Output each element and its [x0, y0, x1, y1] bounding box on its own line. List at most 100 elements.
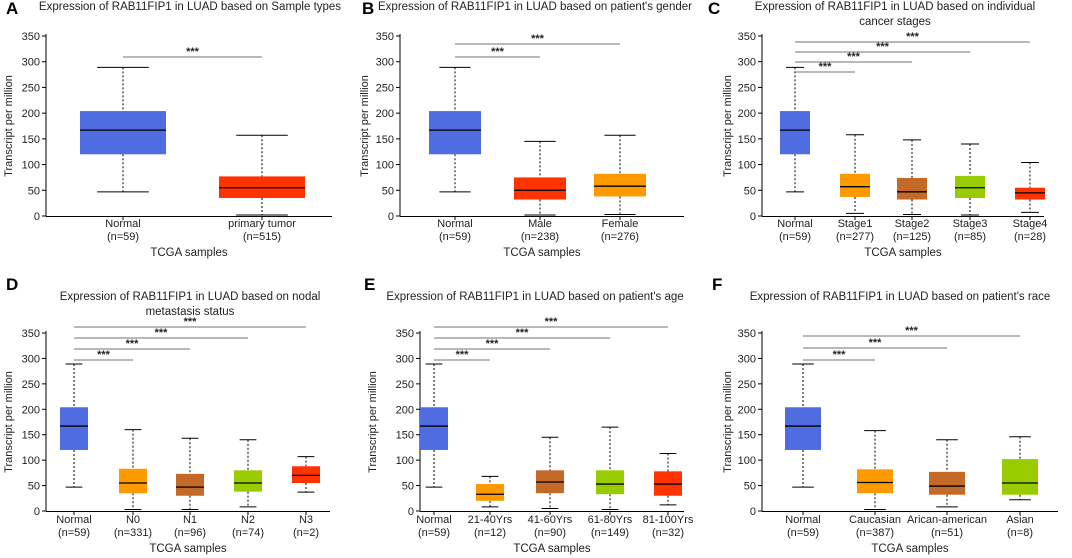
- panel-letter: A: [6, 0, 18, 18]
- y-tick-label: 200: [738, 404, 756, 416]
- category-label: Normal: [777, 218, 812, 230]
- box-2: Female(n=276): [594, 134, 646, 243]
- category-label: Normal: [437, 218, 472, 230]
- chart-title: metastasis status: [146, 306, 235, 318]
- y-tick-label: 250: [738, 379, 756, 391]
- y-tick-label: 250: [22, 82, 40, 94]
- significance-label: ***: [545, 316, 559, 328]
- y-tick-label: 200: [22, 404, 40, 416]
- significance-label: ***: [819, 61, 833, 73]
- y-tick-label: 100: [396, 455, 414, 467]
- y-tick-label: 250: [738, 82, 756, 94]
- y-tick-label: 50: [28, 185, 40, 197]
- sample-size-label: (n=74): [232, 527, 264, 539]
- category-label: Caucasian: [849, 514, 901, 526]
- x-axis-label: TCGA samples: [871, 543, 949, 555]
- x-axis-label: TCGA samples: [149, 543, 227, 555]
- y-tick-label: 250: [22, 379, 40, 391]
- sample-size-label: (n=28): [1014, 231, 1046, 243]
- box-1: 21-40Yrs(n=12): [468, 475, 513, 539]
- x-axis-label: TCGA samples: [513, 543, 591, 555]
- y-tick-label: 100: [22, 160, 40, 172]
- iqr-box: [1002, 459, 1038, 495]
- panel-letter: C: [708, 0, 720, 18]
- iqr-box: [1015, 187, 1045, 200]
- chart-title: Expression of RAB11FIP1 in LUAD based on…: [386, 291, 683, 303]
- x-axis-label: TCGA samples: [864, 247, 942, 259]
- y-tick-label: 200: [376, 108, 394, 120]
- box-3: Stage3(n=85): [953, 143, 988, 243]
- y-tick-label: 350: [22, 328, 40, 340]
- category-label: 21-40Yrs: [468, 514, 513, 526]
- y-axis-label: Transcript per million: [367, 371, 379, 473]
- significance-label: ***: [491, 46, 505, 58]
- category-label: Stage1: [838, 218, 873, 230]
- category-label: Normal: [105, 218, 140, 230]
- x-axis-label: TCGA samples: [503, 247, 581, 259]
- panel-c: C Expression of RAB11FIP1 in LUAD based o…: [708, 0, 1047, 259]
- y-tick-label: 250: [396, 379, 414, 391]
- box-2: Stage2(n=125): [893, 139, 931, 243]
- y-tick-label: 0: [750, 506, 756, 518]
- sample-size-label: (n=515): [243, 231, 281, 243]
- sample-size-label: (n=59): [58, 527, 90, 539]
- y-tick-label: 300: [738, 57, 756, 69]
- category-label: N1: [183, 514, 197, 526]
- iqr-box: [929, 471, 965, 495]
- iqr-box: [119, 468, 147, 494]
- y-axis-label: Transcript per million: [359, 75, 371, 177]
- iqr-box: [292, 466, 320, 484]
- y-tick-label: 50: [744, 185, 756, 197]
- sample-size-label: (n=238): [521, 231, 559, 243]
- y-tick-label: 350: [376, 31, 394, 43]
- significance-label: ***: [516, 327, 530, 339]
- iqr-box: [60, 407, 88, 450]
- y-tick-label: 50: [28, 481, 40, 493]
- iqr-box: [80, 111, 166, 155]
- box-0: Normal(n=59): [777, 66, 813, 243]
- category-label: 61-80Yrs: [588, 514, 633, 526]
- panel-letter: E: [364, 275, 375, 294]
- iqr-box: [429, 111, 481, 155]
- sample-size-label: (n=96): [174, 527, 206, 539]
- sample-size-label: (n=59): [787, 527, 819, 539]
- y-tick-label: 150: [738, 134, 756, 146]
- significance-label: ***: [486, 338, 500, 350]
- category-label: Female: [602, 218, 639, 230]
- box-2: 41-60Yrs(n=90): [528, 436, 573, 539]
- y-tick-label: 300: [22, 353, 40, 365]
- category-label: Normal: [56, 514, 91, 526]
- y-tick-label: 50: [744, 481, 756, 493]
- category-label: Arican-american: [907, 514, 987, 526]
- panel-b: B Expression of RAB11FIP1 in LUAD based o…: [359, 0, 692, 259]
- y-axis-label: Transcript per million: [3, 75, 15, 177]
- box-3: Asian(n=8): [1002, 436, 1038, 539]
- category-label: Stage3: [953, 218, 988, 230]
- box-1: primary tumor(n=515): [219, 134, 305, 243]
- y-tick-label: 150: [376, 134, 394, 146]
- box-3: N2(n=74): [232, 439, 264, 539]
- y-tick-label: 0: [388, 211, 394, 223]
- y-tick-label: 0: [750, 211, 756, 223]
- y-tick-label: 50: [402, 481, 414, 493]
- iqr-box: [514, 177, 566, 200]
- box-1: Caucasian(n=387): [849, 430, 901, 539]
- significance-label: ***: [456, 349, 470, 361]
- sample-size-label: (n=2): [293, 527, 319, 539]
- iqr-box: [476, 484, 504, 501]
- box-1: Stage1(n=277): [836, 134, 874, 243]
- category-label: Normal: [785, 514, 820, 526]
- y-tick-label: 100: [22, 455, 40, 467]
- sample-size-label: (n=331): [114, 527, 152, 539]
- box-4: 81-100Yrs(n=32): [643, 453, 694, 539]
- significance-label: ***: [126, 338, 140, 350]
- box-0: Normal(n=59): [429, 66, 481, 243]
- significance-label: ***: [531, 33, 545, 45]
- box-1: N0(n=331): [114, 429, 152, 539]
- category-label: Stage2: [895, 218, 930, 230]
- iqr-box: [596, 470, 624, 495]
- box-0: Normal(n=59): [785, 363, 821, 539]
- panel-a: A Expression of RAB11FIP1 in LUAD based o…: [3, 0, 341, 259]
- y-tick-label: 100: [376, 160, 394, 172]
- y-tick-label: 300: [738, 353, 756, 365]
